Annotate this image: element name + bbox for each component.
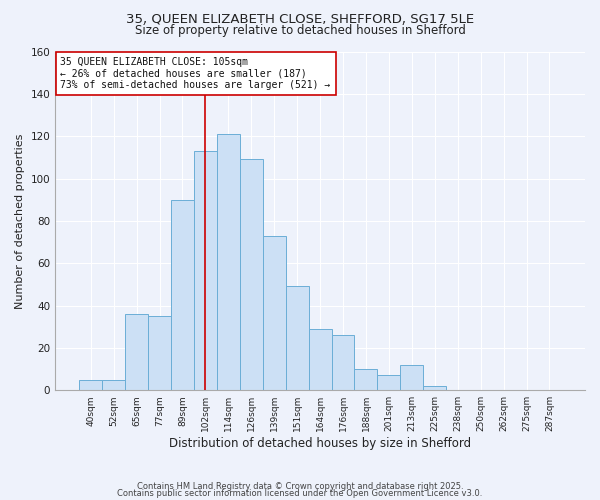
Bar [355,369,377,390]
Text: Contains HM Land Registry data © Crown copyright and database right 2025.: Contains HM Land Registry data © Crown c… [137,482,463,491]
Bar [332,335,355,390]
Bar [400,365,423,390]
Bar [171,200,194,390]
Bar [308,329,332,390]
Bar [79,380,102,390]
Text: Contains public sector information licensed under the Open Government Licence v3: Contains public sector information licen… [118,489,482,498]
Text: 35 QUEEN ELIZABETH CLOSE: 105sqm
← 26% of detached houses are smaller (187)
73% : 35 QUEEN ELIZABETH CLOSE: 105sqm ← 26% o… [61,56,331,90]
Bar [125,314,148,390]
Bar [240,160,263,390]
Bar [148,316,171,390]
Bar [263,236,286,390]
Y-axis label: Number of detached properties: Number of detached properties [15,133,25,308]
Bar [423,386,446,390]
Bar [377,376,400,390]
X-axis label: Distribution of detached houses by size in Shefford: Distribution of detached houses by size … [169,437,471,450]
Text: Size of property relative to detached houses in Shefford: Size of property relative to detached ho… [134,24,466,37]
Bar [102,380,125,390]
Bar [194,151,217,390]
Bar [217,134,240,390]
Bar [286,286,308,390]
Text: 35, QUEEN ELIZABETH CLOSE, SHEFFORD, SG17 5LE: 35, QUEEN ELIZABETH CLOSE, SHEFFORD, SG1… [126,12,474,26]
